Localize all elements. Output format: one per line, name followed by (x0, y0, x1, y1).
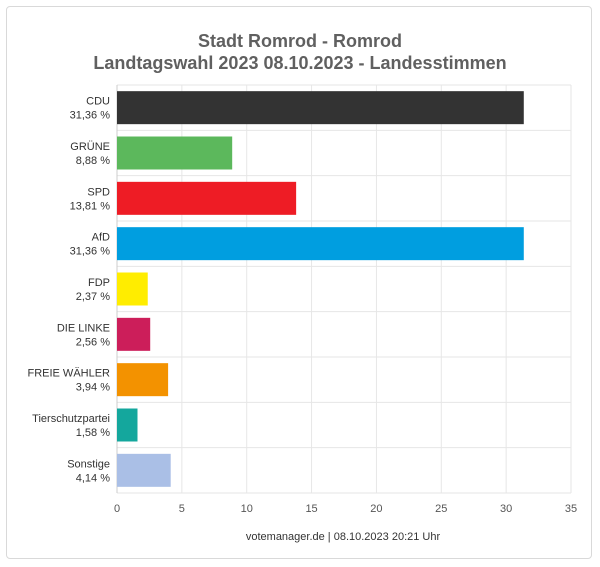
percent-label-7: 1,58 % (76, 427, 110, 439)
category-label-8: Sonstige (67, 458, 110, 470)
bar-2[interactable] (117, 181, 297, 215)
percent-label-3: 31,36 % (70, 246, 111, 258)
x-tick-label-7: 35 (565, 503, 577, 515)
category-label-7: Tierschutzpartei (32, 413, 110, 425)
category-label-4: FDP (88, 277, 110, 289)
category-label-3: AfD (92, 232, 110, 244)
x-tick-label-6: 30 (500, 503, 512, 515)
percent-label-6: 3,94 % (76, 382, 110, 394)
bar-5[interactable] (117, 317, 151, 351)
bar-3[interactable] (117, 227, 524, 261)
percent-label-2: 13,81 % (70, 200, 111, 212)
percent-label-1: 8,88 % (76, 155, 110, 167)
percent-label-0: 31,36 % (70, 110, 111, 122)
category-label-0: CDU (86, 96, 110, 108)
percent-label-8: 4,14 % (76, 472, 110, 484)
bar-4[interactable] (117, 272, 148, 306)
bar-0[interactable] (117, 91, 524, 125)
x-tick-label-1: 5 (179, 503, 185, 515)
bar-1[interactable] (117, 136, 233, 170)
x-tick-label-3: 15 (305, 503, 317, 515)
bars (117, 91, 524, 487)
bar-8[interactable] (117, 453, 171, 487)
category-labels: CDU 31,36 % GRÜNE 8,88 % SPD 13,81 % AfD 31,36 … (27, 96, 110, 485)
x-tick-label-5: 25 (435, 503, 447, 515)
category-label-5: DIE LINKE (57, 322, 110, 334)
category-label-1: GRÜNE (70, 141, 110, 153)
category-label-6: FREIE WÄHLER (27, 368, 110, 380)
percent-label-5: 2,56 % (76, 336, 110, 348)
x-tick-label-0: 0 (114, 503, 120, 515)
chart-title-line1: Stadt Romrod - Romrod (198, 31, 402, 51)
chart-title-line2: Landtagswahl 2023 08.10.2023 - Landessti… (93, 53, 506, 73)
bar-7[interactable] (117, 408, 138, 442)
bar-6[interactable] (117, 363, 169, 397)
credit-text: votemanager.de | 08.10.2023 20:21 Uhr (246, 531, 441, 543)
category-label-2: SPD (87, 186, 110, 198)
x-tick-label-2: 10 (241, 503, 253, 515)
x-axis-ticks: 0 5 10 15 20 25 30 35 (114, 503, 577, 515)
x-tick-label-4: 20 (370, 503, 382, 515)
percent-label-4: 2,37 % (76, 291, 110, 303)
